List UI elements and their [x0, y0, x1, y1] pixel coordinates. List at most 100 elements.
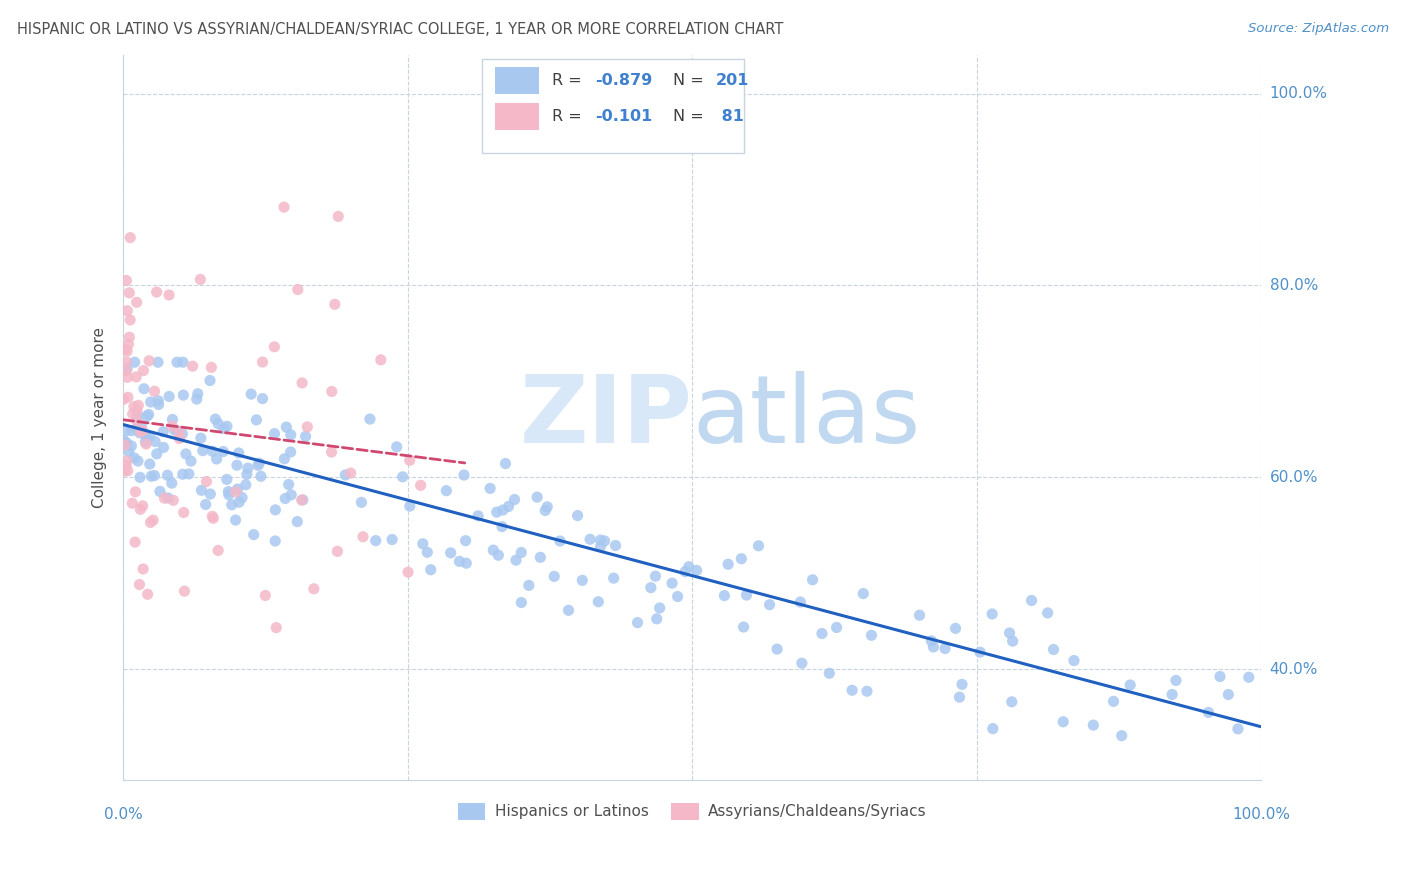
Point: [128, 425, 150, 440]
Point: [593, 533, 616, 548]
Point: [157, 389, 180, 403]
Text: 81: 81: [716, 109, 744, 124]
Point: [205, 452, 228, 467]
Point: [1209, 669, 1232, 683]
Point: [132, 363, 155, 377]
Point: [228, 446, 250, 460]
Point: [174, 447, 197, 461]
Text: R =: R =: [553, 109, 588, 124]
Point: [717, 558, 740, 572]
Point: [172, 467, 194, 482]
Point: [602, 571, 624, 585]
Text: 80.0%: 80.0%: [1270, 278, 1317, 293]
Text: ZIP: ZIP: [519, 371, 692, 463]
Point: [115, 273, 138, 287]
Point: [730, 551, 752, 566]
Point: [231, 491, 253, 505]
Point: [969, 645, 991, 659]
Point: [920, 633, 942, 648]
Point: [285, 515, 308, 529]
Point: [685, 563, 707, 577]
Point: [713, 589, 735, 603]
Point: [115, 361, 138, 376]
Point: [131, 499, 153, 513]
Point: [215, 472, 238, 486]
Point: [177, 467, 200, 481]
Point: [125, 295, 148, 310]
Point: [157, 288, 180, 302]
Point: [181, 359, 204, 374]
Point: [250, 469, 273, 483]
Point: [981, 722, 1004, 736]
Point: [352, 530, 374, 544]
Point: [945, 621, 967, 635]
Point: [114, 343, 136, 357]
Point: [398, 499, 420, 513]
Point: [172, 426, 194, 441]
Point: [117, 464, 139, 478]
Point: [640, 581, 662, 595]
Point: [212, 421, 235, 435]
Point: [201, 444, 224, 458]
Point: [495, 457, 517, 471]
Point: [801, 573, 824, 587]
Point: [440, 546, 463, 560]
Point: [115, 355, 138, 369]
Point: [236, 467, 259, 482]
Point: [125, 422, 148, 436]
Point: [127, 409, 149, 423]
Point: [124, 355, 146, 369]
Text: 100.0%: 100.0%: [1233, 807, 1291, 822]
Point: [139, 395, 162, 409]
Point: [114, 424, 136, 438]
Point: [152, 441, 174, 455]
Point: [236, 461, 259, 475]
Point: [198, 374, 221, 388]
Point: [200, 360, 222, 375]
Point: [112, 434, 135, 448]
Point: [1111, 729, 1133, 743]
FancyBboxPatch shape: [495, 103, 538, 130]
Point: [328, 210, 350, 224]
Point: [149, 484, 172, 499]
Point: [263, 340, 285, 354]
Point: [146, 355, 169, 369]
Point: [129, 425, 152, 439]
FancyBboxPatch shape: [482, 59, 744, 153]
Text: 60.0%: 60.0%: [1270, 470, 1319, 485]
Point: [138, 408, 160, 422]
Point: [247, 458, 270, 473]
Point: [115, 344, 138, 359]
Point: [115, 458, 138, 473]
Point: [162, 493, 184, 508]
Point: [118, 330, 141, 344]
Point: [409, 478, 432, 492]
Point: [129, 502, 152, 516]
Point: [950, 677, 973, 691]
Point: [811, 626, 834, 640]
Point: [201, 509, 224, 524]
Point: [661, 576, 683, 591]
Point: [454, 533, 477, 548]
Point: [648, 601, 671, 615]
Point: [117, 337, 139, 351]
Point: [294, 429, 316, 443]
Point: [127, 454, 149, 468]
Point: [118, 444, 141, 458]
Point: [215, 419, 238, 434]
Text: 40.0%: 40.0%: [1270, 662, 1317, 677]
Point: [172, 388, 194, 402]
Point: [789, 595, 811, 609]
Text: R =: R =: [553, 73, 588, 88]
Point: [396, 565, 419, 579]
Point: [186, 392, 208, 406]
Point: [131, 424, 153, 438]
Point: [579, 533, 602, 547]
Point: [280, 445, 302, 459]
Point: [217, 484, 239, 499]
Point: [134, 435, 156, 450]
Point: [129, 470, 152, 484]
Point: [498, 500, 520, 514]
Point: [166, 424, 188, 438]
Point: [247, 456, 270, 470]
